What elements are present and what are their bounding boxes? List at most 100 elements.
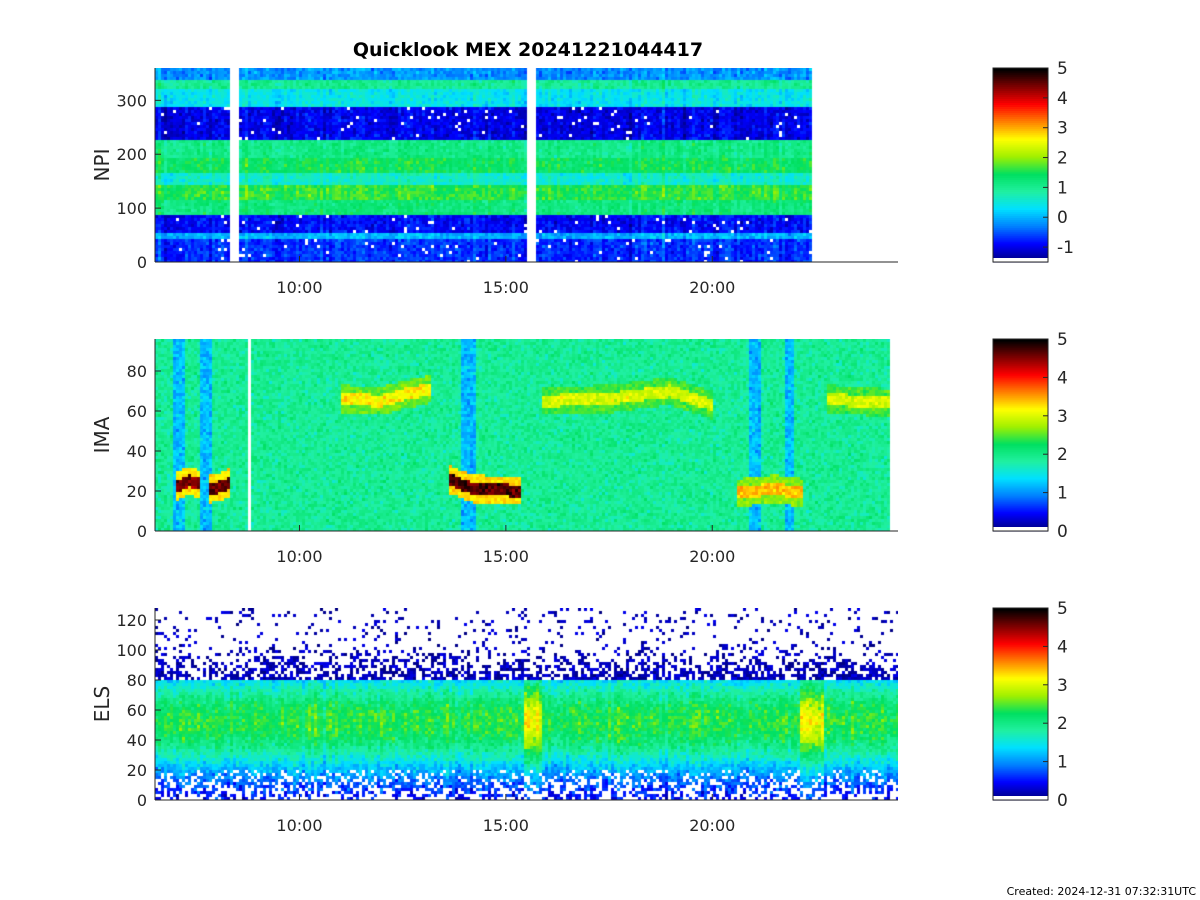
- colorbar-step: [993, 760, 1048, 763]
- colorbar-step: [993, 96, 1048, 99]
- colorbar-step: [993, 624, 1048, 627]
- colorbar-step: [993, 251, 1048, 255]
- colorbar-step: [993, 449, 1048, 452]
- y-axis-label: IMA: [90, 416, 114, 453]
- colorbar-step: [993, 116, 1048, 120]
- colorbar-step: [993, 608, 1048, 611]
- colorbar-step: [993, 152, 1048, 156]
- colorbar-step: [993, 632, 1048, 635]
- colorbar-step: [993, 175, 1048, 178]
- y-tick-label: 80: [127, 671, 147, 690]
- colorbar-step: [993, 501, 1048, 504]
- colorbar-step: [993, 463, 1048, 466]
- colorbar-step: [993, 445, 1048, 448]
- colorbar-step: [993, 385, 1048, 388]
- colorbar-step: [993, 642, 1048, 645]
- colorbar-step: [993, 391, 1048, 394]
- x-tick-label: 20:00: [689, 547, 735, 566]
- colorbar-step: [993, 76, 1048, 79]
- colorbar-step: [993, 223, 1048, 227]
- colorbar-step: [993, 766, 1048, 769]
- colorbar-step: [993, 199, 1048, 202]
- colorbar-step: [993, 688, 1048, 691]
- colorbar-step: [993, 173, 1048, 176]
- colorbar-step: [993, 201, 1048, 204]
- colorbar-tick-label: 5: [1057, 330, 1068, 350]
- colorbar-step: [993, 365, 1048, 368]
- colorbar-step: [993, 505, 1048, 508]
- colorbar-step: [993, 485, 1048, 488]
- x-tick-label: 20:00: [689, 278, 735, 297]
- colorbar-step: [993, 407, 1048, 410]
- colorbar-step: [993, 620, 1048, 623]
- colorbar-step: [993, 473, 1048, 476]
- colorbar-step: [993, 670, 1048, 673]
- colorbar-step: [993, 177, 1048, 180]
- colorbar-step: [993, 179, 1048, 182]
- colorbar-step: [993, 425, 1048, 428]
- colorbar-step: [993, 758, 1048, 761]
- colorbar-step: [993, 786, 1048, 789]
- colorbar-step: [993, 483, 1048, 486]
- colorbar-step: [993, 94, 1048, 97]
- colorbar-step: [993, 652, 1048, 655]
- colorbar-step: [993, 509, 1048, 512]
- colorbar-step: [993, 373, 1048, 376]
- colorbar-step: [993, 253, 1048, 257]
- colorbar-step: [993, 487, 1048, 490]
- colorbar-ima: 0 1 2 3 4 5: [992, 330, 1068, 542]
- colorbar-step: [993, 507, 1048, 510]
- colorbar-step: [993, 475, 1048, 478]
- colorbar-step: [993, 461, 1048, 464]
- colorbar-step: [993, 650, 1048, 653]
- spectrogram-els: [155, 608, 898, 800]
- colorbar-step: [993, 207, 1048, 211]
- colorbar-step: [993, 770, 1048, 773]
- y-tick-label: 40: [127, 731, 147, 750]
- colorbar-step: [993, 784, 1048, 787]
- colorbar-tick-label: -1: [1057, 238, 1074, 258]
- colorbar-step: [993, 415, 1048, 418]
- colorbar-step: [993, 387, 1048, 390]
- colorbar-step: [993, 716, 1048, 719]
- colorbar-step: [993, 790, 1048, 793]
- colorbar-step: [993, 776, 1048, 779]
- colorbar-step: [993, 393, 1048, 396]
- colorbar-step: [993, 195, 1048, 198]
- colorbar-step: [993, 106, 1048, 110]
- colorbar-tick-label: 2: [1057, 445, 1068, 465]
- colorbar-step: [993, 433, 1048, 436]
- colorbar-step: [993, 439, 1048, 442]
- colorbar-step: [993, 511, 1048, 514]
- colorbar-step: [993, 493, 1048, 496]
- colorbar-step: [993, 167, 1048, 170]
- colorbar-tick-label: 5: [1057, 59, 1068, 79]
- colorbar-tick-label: 4: [1057, 637, 1068, 657]
- colorbar-tick-label: 4: [1057, 89, 1068, 109]
- y-tick-label: 40: [127, 442, 147, 461]
- colorbar-step: [993, 347, 1048, 350]
- colorbar-step: [993, 389, 1048, 392]
- colorbar-step: [993, 794, 1048, 797]
- colorbar-step: [993, 110, 1048, 114]
- colorbar-step: [993, 355, 1048, 358]
- y-tick-label: 60: [127, 701, 147, 720]
- colorbar-step: [993, 644, 1048, 647]
- spectrogram-ima: [155, 339, 898, 531]
- colorbar-step: [993, 610, 1048, 613]
- colorbar-tick-label: 1: [1057, 178, 1068, 198]
- colorbar-step: [993, 682, 1048, 685]
- y-tick-label: 20: [127, 482, 147, 501]
- colorbar-step: [993, 640, 1048, 643]
- colorbar-step: [993, 231, 1048, 235]
- colorbar-step: [993, 742, 1048, 745]
- colorbar-step: [993, 728, 1048, 731]
- colorbar-step: [993, 694, 1048, 697]
- colorbar-step: [993, 158, 1048, 162]
- colorbar-step: [993, 704, 1048, 707]
- colorbar-step: [993, 778, 1048, 781]
- colorbar-step: [993, 638, 1048, 641]
- colorbar-step: [993, 429, 1048, 432]
- colorbar-step: [993, 225, 1048, 229]
